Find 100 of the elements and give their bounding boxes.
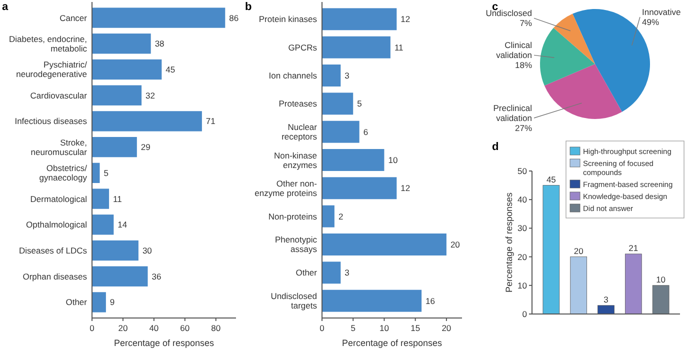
y-tick-label: 40 bbox=[518, 194, 528, 205]
data-label: 12 bbox=[400, 183, 410, 194]
x-tick-label: 15 bbox=[410, 323, 420, 333]
data-label: 36 bbox=[152, 271, 162, 282]
pie-slice bbox=[553, 14, 595, 64]
y-tick-label: Diseases of LDCs bbox=[18, 246, 87, 256]
bar bbox=[322, 149, 384, 171]
x-axis-title: Percentage of responses bbox=[114, 338, 215, 348]
y-tick-label: Other bbox=[296, 268, 318, 278]
data-label: 14 bbox=[118, 220, 128, 230]
bar bbox=[92, 8, 226, 28]
bar bbox=[322, 8, 397, 30]
bar bbox=[92, 292, 106, 312]
bar bbox=[92, 162, 100, 184]
data-label: 20 bbox=[450, 239, 460, 250]
x-tick-label: 5 bbox=[350, 323, 356, 333]
x-tick-label: 0 bbox=[90, 323, 95, 333]
bar bbox=[92, 136, 137, 158]
data-label: 30 bbox=[142, 246, 152, 256]
data-label: 2 bbox=[338, 211, 344, 222]
y-tick-label: Non-proteins bbox=[268, 211, 317, 222]
y-tick-label: 10 bbox=[518, 280, 528, 290]
data-label: 3 bbox=[604, 294, 609, 304]
x-tick-label: 0 bbox=[320, 323, 325, 333]
y-tick-label: 50 bbox=[518, 166, 528, 176]
bar bbox=[92, 59, 162, 80]
bar bbox=[322, 290, 422, 312]
data-label: 16 bbox=[426, 296, 436, 306]
x-tick-label: 10 bbox=[379, 323, 390, 333]
bar bbox=[92, 85, 142, 106]
y-tick-label: Ion channels bbox=[268, 70, 317, 81]
y-tick-label: Protein kinases bbox=[258, 14, 317, 24]
data-label: 38 bbox=[154, 38, 165, 49]
data-label: 45 bbox=[166, 64, 176, 74]
bar bbox=[92, 188, 110, 209]
y-tick-label: Phenotypic assays bbox=[274, 234, 318, 254]
data-label: 5 bbox=[357, 98, 362, 109]
y-tick-label: Cardiovascular bbox=[30, 90, 88, 100]
y-tick-label: Non-kinase enzymes bbox=[274, 150, 318, 170]
data-label: 12 bbox=[400, 14, 410, 24]
data-label: 10 bbox=[656, 274, 666, 284]
data-label: 45 bbox=[546, 174, 556, 184]
data-label: 32 bbox=[146, 90, 156, 100]
slice-label: Undisclosed bbox=[486, 8, 532, 18]
y-tick-label: Nuclear receptors bbox=[282, 122, 318, 142]
slice-label: Innovative bbox=[642, 7, 682, 17]
x-tick-label: 20 bbox=[442, 323, 452, 333]
x-tick-label: 60 bbox=[180, 323, 190, 333]
bar bbox=[322, 262, 341, 284]
data-label: 5 bbox=[104, 168, 109, 178]
y-tick-label: 30 bbox=[518, 223, 528, 234]
y-tick-label: Pyschiatric/neurodegenerative bbox=[16, 60, 88, 80]
data-label: 86 bbox=[229, 12, 239, 23]
bar bbox=[322, 205, 334, 228]
y-tick-label: 0 bbox=[522, 309, 528, 319]
y-tick-label: Obstetrics/gynaecology bbox=[39, 163, 88, 183]
data-label: 18% bbox=[514, 60, 532, 70]
y-tick-label: Dermatological bbox=[30, 194, 88, 204]
data-label: 10 bbox=[388, 155, 398, 165]
y-tick-label: Cancer bbox=[60, 12, 88, 23]
x-tick-label: 80 bbox=[211, 323, 221, 333]
y-tick-label: Other non-enzyme proteins bbox=[254, 178, 318, 198]
bar bbox=[322, 234, 446, 256]
bar bbox=[322, 92, 354, 115]
pie-slice bbox=[544, 64, 622, 119]
bar bbox=[92, 111, 202, 132]
y-tick-label: GPCRs bbox=[288, 42, 317, 52]
y-axis-title: Percentage of responses bbox=[504, 192, 514, 293]
data-label: 11 bbox=[394, 42, 404, 52]
chart-title: a bbox=[2, 1, 9, 13]
y-tick-label: Undisclosed targets bbox=[270, 291, 318, 311]
slice-label: Preclinical validation bbox=[493, 102, 532, 123]
y-tick-label: Diabetes, endocrine, metabolic bbox=[9, 34, 88, 54]
bar bbox=[92, 240, 138, 261]
data-label: 20 bbox=[574, 246, 584, 256]
data-label: 3 bbox=[344, 268, 350, 278]
y-tick-label: 20 bbox=[518, 252, 528, 262]
bar bbox=[322, 36, 390, 58]
y-tick-label: Stroke, neuromuscular bbox=[30, 137, 88, 157]
chart-title: d bbox=[492, 141, 499, 153]
data-label: 29 bbox=[140, 142, 151, 152]
bar bbox=[322, 177, 397, 200]
data-label: 3 bbox=[344, 70, 350, 81]
bar bbox=[92, 34, 151, 54]
bar bbox=[92, 214, 114, 235]
data-label: 6 bbox=[363, 126, 368, 137]
y-tick-label: Other bbox=[66, 297, 88, 308]
y-tick-label: Proteases bbox=[278, 98, 317, 109]
data-label: 71 bbox=[206, 116, 216, 126]
data-label: 9 bbox=[110, 297, 115, 308]
y-tick-label: Orphan diseases bbox=[22, 271, 87, 282]
bar bbox=[322, 120, 360, 143]
y-tick-label: Infectious diseases bbox=[14, 116, 87, 126]
y-tick-label: Opthalmological bbox=[26, 220, 88, 230]
bar bbox=[92, 266, 148, 286]
chart-title: b bbox=[245, 1, 252, 13]
slice-label: Clinical validation bbox=[496, 40, 532, 60]
data-label: 11 bbox=[113, 194, 122, 204]
data-label: 27% bbox=[514, 122, 532, 133]
x-axis-title: Percentage of responses bbox=[342, 338, 443, 348]
